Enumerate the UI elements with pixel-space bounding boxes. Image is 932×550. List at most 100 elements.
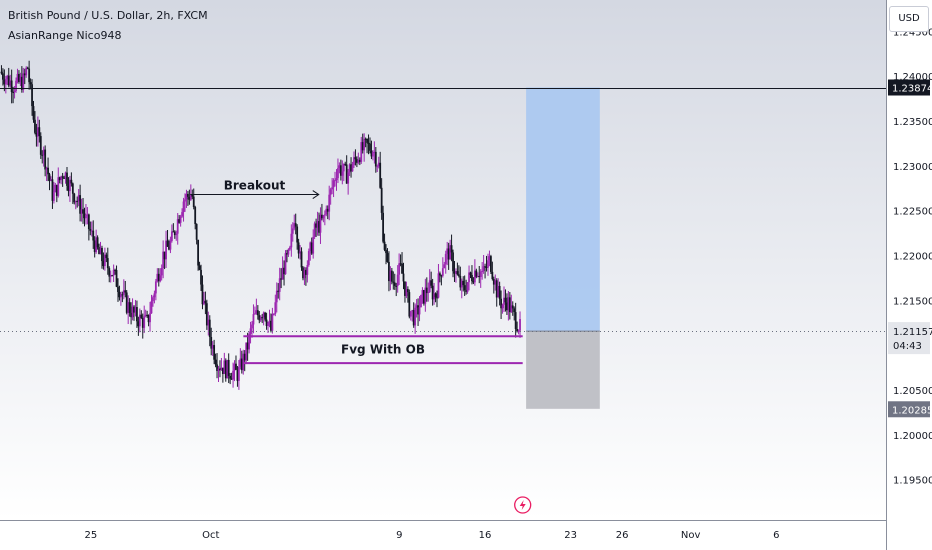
- candle-body: [395, 285, 398, 287]
- candle-body: [18, 73, 20, 82]
- symbol-title[interactable]: British Pound / U.S. Dollar, 2h, FXCM: [8, 9, 208, 22]
- price-tick-label: 1.19500: [893, 476, 932, 487]
- candle-body: [35, 132, 38, 137]
- candle-body: [134, 307, 137, 313]
- candle-body: [373, 151, 376, 153]
- candle: [197, 239, 200, 271]
- candle-body: [281, 267, 284, 280]
- currency-button[interactable]: USD: [889, 6, 929, 32]
- time-tick-label: 9: [396, 530, 402, 541]
- candle-body: [159, 275, 162, 282]
- candle: [130, 302, 133, 325]
- candle: [2, 68, 4, 86]
- candle: [118, 285, 121, 301]
- candle-body: [519, 319, 521, 331]
- candle: [60, 175, 63, 185]
- candle-body: [259, 317, 262, 321]
- candle: [57, 167, 60, 198]
- candle-body: [44, 149, 47, 170]
- candle: [364, 137, 367, 148]
- candle-body: [111, 275, 114, 277]
- candle-body: [357, 159, 360, 163]
- candle: [506, 293, 508, 315]
- candle-body: [169, 240, 172, 250]
- candle: [77, 188, 80, 207]
- candle: [229, 372, 232, 385]
- candle: [318, 212, 320, 236]
- candle-body: [383, 241, 386, 250]
- indicator-label[interactable]: AsianRange Nico948: [8, 29, 122, 42]
- candle: [385, 244, 387, 265]
- candle: [484, 263, 486, 279]
- candle-body: [86, 214, 89, 216]
- candle-body: [433, 293, 435, 300]
- candle: [112, 264, 115, 283]
- candle-body: [402, 273, 405, 282]
- candle-body: [446, 248, 449, 254]
- candle: [286, 249, 288, 263]
- candle-body: [507, 297, 510, 311]
- candle-body: [318, 221, 320, 233]
- candle: [181, 208, 183, 218]
- candle: [184, 193, 186, 212]
- candle: [494, 274, 497, 291]
- candle: [291, 222, 294, 242]
- candle: [307, 248, 310, 267]
- candle-body: [181, 212, 183, 217]
- candle: [510, 294, 513, 314]
- candle: [178, 215, 181, 224]
- candle-body: [278, 278, 281, 292]
- candle: [251, 321, 253, 338]
- candle-body: [328, 194, 331, 212]
- candle-body: [188, 196, 191, 200]
- candle: [120, 291, 122, 306]
- candle: [50, 176, 52, 182]
- candle: [125, 290, 128, 315]
- candle-body: [268, 320, 271, 323]
- candle-body: [303, 269, 306, 279]
- candle-body: [52, 192, 55, 201]
- candle: [149, 301, 151, 332]
- candle: [255, 298, 258, 315]
- candle-body: [380, 187, 383, 213]
- candle: [433, 282, 435, 305]
- candle-body: [479, 271, 482, 277]
- candle-body: [366, 138, 368, 143]
- candle: [252, 304, 255, 334]
- candle: [395, 282, 398, 297]
- candle: [355, 156, 358, 168]
- candle-body: [230, 378, 233, 380]
- candle-body: [424, 287, 427, 304]
- candle-body: [25, 67, 28, 76]
- candle-body: [140, 314, 143, 318]
- candle-body: [337, 168, 339, 179]
- price-tick-label: 1.24500: [893, 27, 932, 38]
- candle: [422, 289, 425, 306]
- candle-body: [106, 258, 109, 269]
- candle: [345, 155, 348, 184]
- candle-body: [26, 67, 29, 69]
- candle-body: [385, 249, 387, 254]
- candle-body: [288, 247, 291, 250]
- candle: [357, 152, 360, 165]
- candle-body: [28, 68, 31, 83]
- candle-body: [411, 310, 414, 312]
- candle-body: [102, 261, 105, 267]
- candle-body: [227, 359, 230, 376]
- candle-body: [280, 278, 283, 280]
- candle-body: [118, 291, 121, 298]
- candle-body: [41, 154, 44, 156]
- candle: [287, 248, 290, 257]
- candle-body: [398, 263, 401, 275]
- time-axis[interactable]: 25 Oct 9 16 23 26 Nov 6: [84, 530, 779, 541]
- candle: [382, 205, 385, 244]
- candle-body: [353, 157, 355, 166]
- candle: [402, 262, 405, 290]
- candle: [436, 290, 438, 308]
- candle-body: [264, 312, 267, 320]
- candle: [52, 181, 55, 204]
- candle-body: [63, 177, 65, 180]
- candle-body: [305, 269, 307, 275]
